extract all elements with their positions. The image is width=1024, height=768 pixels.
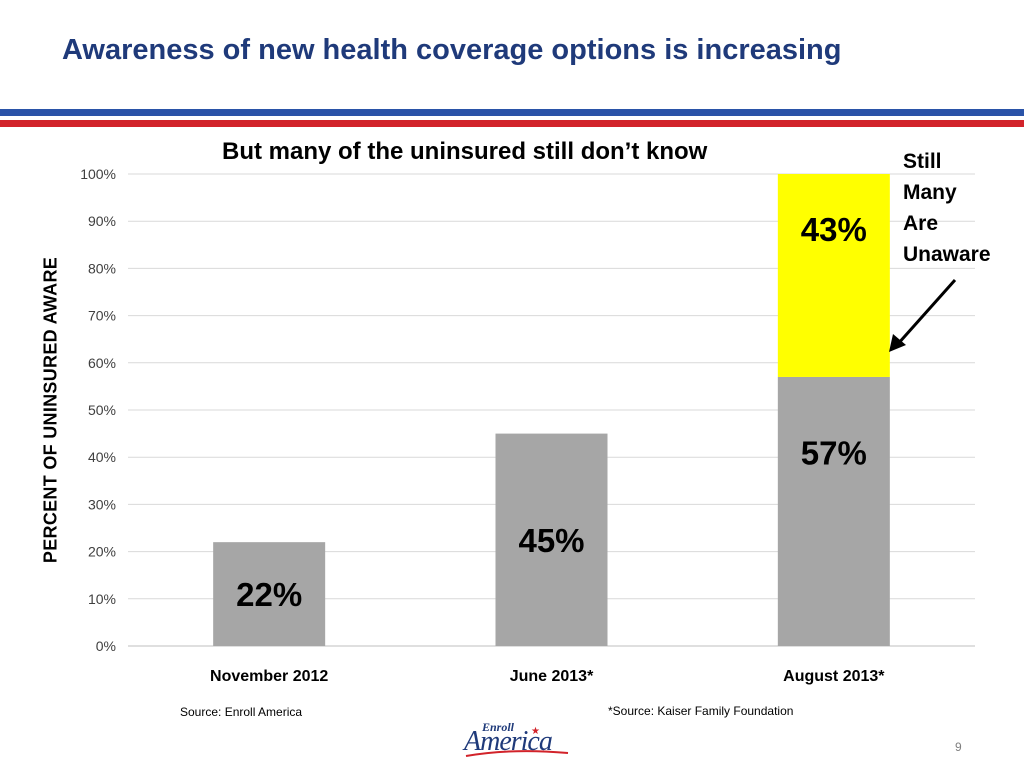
- y-tick-label: 50%: [88, 402, 116, 418]
- y-tick-label: 0%: [96, 638, 116, 654]
- header-band-white: [0, 116, 1024, 120]
- bars: [213, 174, 890, 646]
- page-number: 9: [955, 740, 962, 754]
- y-tick-label: 40%: [88, 449, 116, 465]
- bar-aware: [495, 433, 608, 646]
- bar-aware: [777, 376, 890, 646]
- slide-title: Awareness of new health coverage options…: [62, 34, 842, 66]
- header-band-blue: [0, 109, 1024, 116]
- y-tick-label: 70%: [88, 308, 116, 324]
- tick-labels: 0% 10% 20% 30% 40% 50% 60% 70% 80% 90% 100% Novembe…: [80, 166, 885, 685]
- annotation-arrow: [889, 279, 957, 352]
- annotation-line: Are: [903, 212, 939, 235]
- data-label: 22%: [236, 576, 302, 613]
- y-tick-label: 90%: [88, 213, 116, 229]
- source-note-right: *Source: Kaiser Family Foundation: [608, 704, 794, 718]
- data-label: 57%: [801, 434, 867, 471]
- enroll-america-logo: Enroll America ★: [462, 720, 572, 760]
- annotation-line: Many: [903, 181, 957, 204]
- logo-small-text: Enroll: [482, 720, 515, 734]
- y-tick-label: 80%: [88, 260, 116, 276]
- bar-aware: [213, 542, 326, 646]
- bar-unaware: [777, 174, 890, 377]
- logo-star-icon: ★: [531, 726, 540, 737]
- logo-swoosh-icon: [465, 750, 569, 757]
- data-labels: 22% 45% 57% 43%: [236, 211, 867, 613]
- y-tick-label: 30%: [88, 496, 116, 512]
- y-tick-label: 20%: [88, 544, 116, 560]
- chart-title: But many of the uninsured still don’t kn…: [222, 138, 708, 165]
- data-label: 45%: [518, 522, 584, 559]
- x-tick-label: August 2013*: [783, 668, 885, 685]
- annotation-line: Still: [903, 150, 942, 173]
- logo-big-text: America: [464, 726, 553, 757]
- data-label: 43%: [801, 211, 867, 248]
- annotation-line: Unaware: [903, 243, 991, 266]
- header-band-red: [0, 120, 1024, 127]
- x-tick-label: November 2012: [210, 668, 328, 685]
- y-tick-label: 100%: [80, 166, 116, 182]
- source-note-left: Source: Enroll America: [180, 705, 303, 719]
- annotation-still-many-are-unaware: Still Many Are Unaware: [903, 146, 991, 270]
- y-tick-label: 10%: [88, 591, 116, 607]
- x-tick-label: June 2013*: [510, 668, 594, 685]
- y-tick-label: 60%: [88, 355, 116, 371]
